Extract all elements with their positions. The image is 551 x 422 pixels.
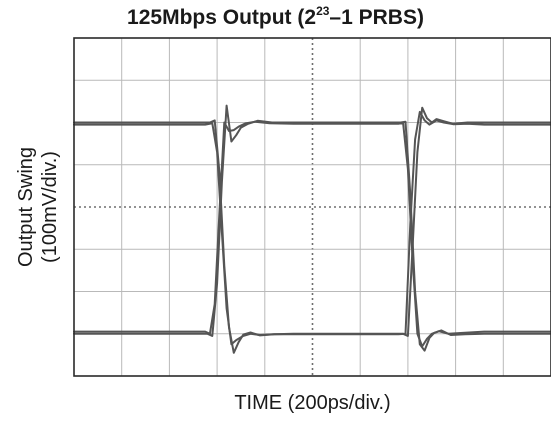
chart-title-suffix: –1 PRBS) [329,6,424,29]
grid-layer [74,38,551,376]
chart-title-prefix: 125Mbps Output (2 [127,6,317,29]
eye-trace-3 [73,110,551,346]
plot-frame [73,37,551,377]
eye-trace-4 [73,120,551,348]
trace-layer [73,104,551,354]
x-axis-label: TIME (200ps/div.) [234,392,391,414]
chart-title: 125Mbps Output (223–1 PRBS) [0,4,551,32]
chart-title-exponent: 23 [316,4,330,18]
